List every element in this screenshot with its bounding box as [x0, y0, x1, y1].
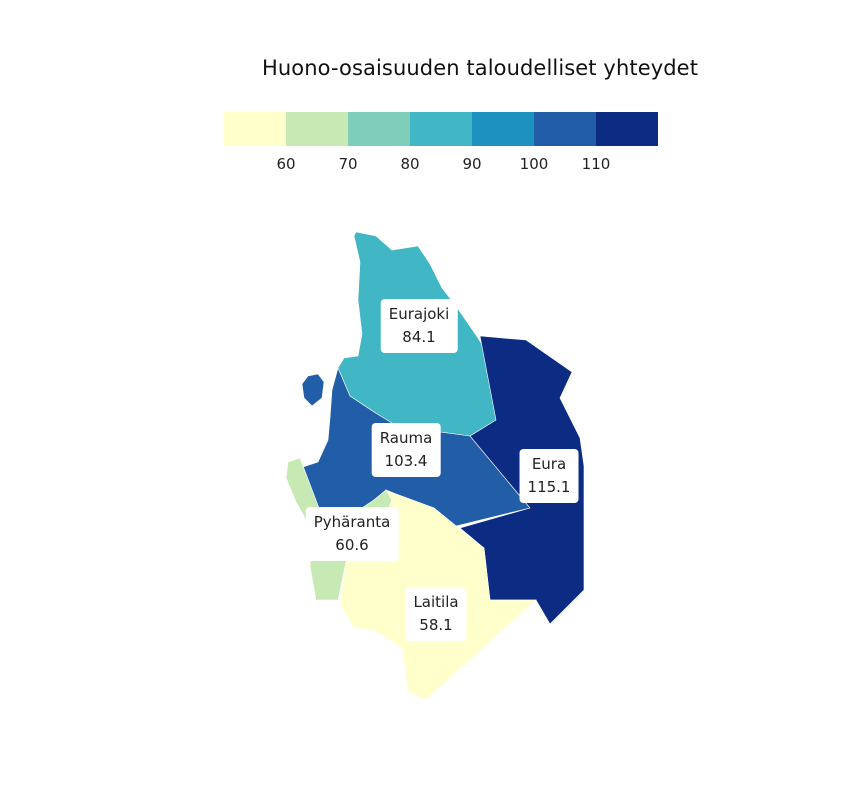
label-laitila: Laitila 58.1: [405, 587, 467, 641]
legend-tick: 80: [400, 155, 420, 173]
region-name: Eurajoki: [388, 305, 450, 323]
legend-swatch-4: [472, 112, 534, 146]
legend-swatch-3: [410, 112, 472, 146]
legend-tick: 60: [276, 155, 296, 173]
legend-swatch-2: [348, 112, 410, 146]
label-eura: Eura 115.1: [519, 449, 579, 503]
map-title: Huono-osaisuuden taloudelliset yhteydet: [261, 56, 699, 80]
region-value: 58.1: [419, 616, 453, 634]
region-value: 115.1: [527, 478, 571, 496]
region-name: Eura: [531, 455, 567, 473]
region-value: 103.4: [384, 452, 428, 470]
label-pyharanta: Pyhäranta 60.6: [305, 507, 399, 561]
legend-tick: 70: [338, 155, 358, 173]
legend-swatch-6: [596, 112, 658, 146]
legend-swatch-5: [534, 112, 596, 146]
region-name: Laitila: [413, 593, 459, 611]
region-name: Pyhäranta: [313, 513, 391, 531]
label-eurajoki: Eurajoki 84.1: [380, 299, 458, 353]
legend-tick: 100: [519, 155, 549, 173]
legend-swatch-0: [224, 112, 286, 146]
legend-swatch-1: [286, 112, 348, 146]
region-rauma-island[interactable]: [301, 373, 325, 407]
region-value: 84.1: [402, 328, 436, 346]
legend-tick: 110: [581, 155, 611, 173]
region-name: Rauma: [379, 429, 433, 447]
legend-ticks: 60 70 80 90 100 110: [224, 155, 658, 175]
label-rauma: Rauma 103.4: [371, 423, 441, 477]
legend-tick: 90: [462, 155, 482, 173]
color-legend: [224, 112, 658, 146]
region-value: 60.6: [335, 536, 369, 554]
